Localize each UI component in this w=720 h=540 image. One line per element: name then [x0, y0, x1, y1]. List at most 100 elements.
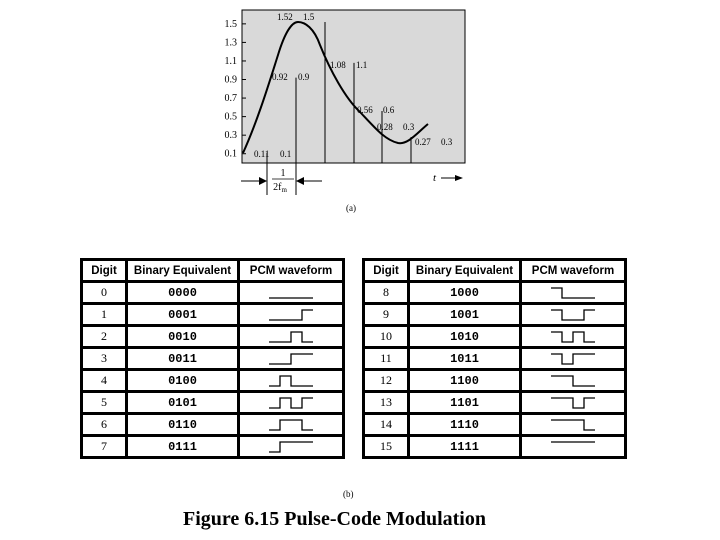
pcm-waveform — [269, 297, 313, 299]
pcm-waveform — [269, 309, 313, 321]
waveform-trace — [551, 287, 595, 299]
table-row: 11 1011 — [362, 349, 627, 368]
waveform-cell — [237, 437, 345, 456]
waveform-trace — [551, 375, 595, 387]
sample-exact-label: 1.52 — [277, 12, 293, 22]
y-tick-label: 0.1 — [225, 149, 238, 160]
table-row: 8 1000 — [362, 283, 627, 302]
time-label: t — [433, 172, 437, 184]
caption-a: (a) — [346, 203, 356, 213]
binary-cell: 1010 — [407, 327, 519, 346]
table-row: 3 0011 — [80, 349, 345, 368]
pcm-waveform — [551, 419, 595, 431]
waveform-cell — [519, 437, 627, 456]
pcm-waveform — [551, 375, 595, 387]
caption-b: (b) — [343, 489, 354, 499]
waveform-cell — [519, 327, 627, 346]
sample-coded-label: 0.1 — [280, 149, 291, 159]
sample-coded-label: 0.3 — [403, 122, 415, 132]
sample-exact-label: 0.28 — [377, 122, 393, 132]
waveform-trace — [269, 419, 313, 431]
figure-title: Figure 6.15 Pulse-Code Modulation — [183, 508, 486, 530]
waveform-cell — [519, 305, 627, 324]
digit-cell: 3 — [80, 349, 125, 368]
header-binary: Binary Equivalent — [125, 261, 237, 280]
pcm-waveform — [269, 353, 313, 365]
sample-exact-label: 1.08 — [330, 60, 346, 70]
binary-cell: 0011 — [125, 349, 237, 368]
binary-cell: 0110 — [125, 415, 237, 434]
digit-cell: 6 — [80, 415, 125, 434]
y-tick-label: 0.7 — [225, 93, 238, 104]
digit-cell: 15 — [362, 437, 407, 456]
interval-denominator: 2fm — [273, 182, 287, 194]
pcm-waveform — [551, 287, 595, 299]
pcm-waveform — [551, 331, 595, 343]
sample-coded-label: 0.3 — [441, 137, 453, 147]
waveform-trace — [551, 331, 595, 343]
y-tick-label: 0.3 — [225, 130, 238, 141]
binary-cell: 0010 — [125, 327, 237, 346]
pcm-waveform — [551, 353, 595, 365]
waveform-cell — [519, 349, 627, 368]
binary-cell: 1011 — [407, 349, 519, 368]
waveform-trace — [551, 353, 595, 365]
sample-coded-label: 1.1 — [356, 60, 367, 70]
binary-cell: 0000 — [125, 283, 237, 302]
y-tick-label: 0.5 — [225, 112, 238, 123]
table-header-row: Digit Binary Equivalent PCM waveform — [362, 261, 627, 280]
digit-cell: 13 — [362, 393, 407, 412]
digit-cell: 4 — [80, 371, 125, 390]
table-row: 4 0100 — [80, 371, 345, 390]
table-row: 2 0010 — [80, 327, 345, 346]
binary-cell: 0111 — [125, 437, 237, 456]
pcm-table-left: Digit Binary Equivalent PCM waveform 0 00… — [80, 258, 345, 459]
binary-cell: 1100 — [407, 371, 519, 390]
waveform-trace — [269, 441, 313, 453]
sample-exact-label: 0.27 — [415, 137, 431, 147]
pcm-waveform — [269, 331, 313, 343]
sample-exact-label: 0.92 — [272, 72, 288, 82]
digit-cell: 0 — [80, 283, 125, 302]
y-axis-ticks: 1.5 1.3 1.1 0.9 0.7 0.5 0.3 0.1 — [225, 19, 246, 160]
digit-cell: 9 — [362, 305, 407, 324]
binary-cell: 1111 — [407, 437, 519, 456]
y-tick-label: 1.1 — [225, 56, 238, 67]
pcm-table-right: Digit Binary Equivalent PCM waveform 8 10… — [362, 258, 627, 459]
waveform-cell — [237, 283, 345, 302]
table-row: 7 0111 — [80, 437, 345, 456]
sample-coded-label: 0.9 — [298, 72, 310, 82]
pcm-waveform — [551, 309, 595, 321]
binary-cell: 1110 — [407, 415, 519, 434]
digit-cell: 10 — [362, 327, 407, 346]
waveform-cell — [237, 327, 345, 346]
y-tick-label: 0.9 — [225, 75, 238, 86]
pcm-waveform — [269, 419, 313, 431]
pcm-waveform — [269, 441, 313, 453]
digit-cell: 1 — [80, 305, 125, 324]
digit-cell: 5 — [80, 393, 125, 412]
interval-numerator: 1 — [281, 168, 286, 179]
sample-lines — [266, 22, 412, 163]
time-axis-arrow: t — [433, 172, 463, 184]
binary-cell: 0101 — [125, 393, 237, 412]
binary-cell: 1101 — [407, 393, 519, 412]
sample-exact-label: 0.56 — [357, 105, 373, 115]
waveform-cell — [237, 393, 345, 412]
waveform-trace — [551, 309, 595, 321]
waveform-cell — [237, 305, 345, 324]
waveform-trace — [269, 397, 313, 409]
sample-coded-label: 1.5 — [303, 12, 315, 22]
header-digit: Digit — [80, 261, 125, 280]
digit-cell: 8 — [362, 283, 407, 302]
header-digit: Digit — [362, 261, 407, 280]
binary-cell: 0100 — [125, 371, 237, 390]
waveform-cell — [519, 283, 627, 302]
analog-signal-curve — [242, 20, 429, 154]
waveform-trace — [269, 309, 313, 321]
pcm-waveform — [551, 397, 595, 409]
waveform-cell — [519, 371, 627, 390]
table-row: 13 1101 — [362, 393, 627, 412]
digit-cell: 14 — [362, 415, 407, 434]
waveform-trace — [269, 331, 313, 343]
